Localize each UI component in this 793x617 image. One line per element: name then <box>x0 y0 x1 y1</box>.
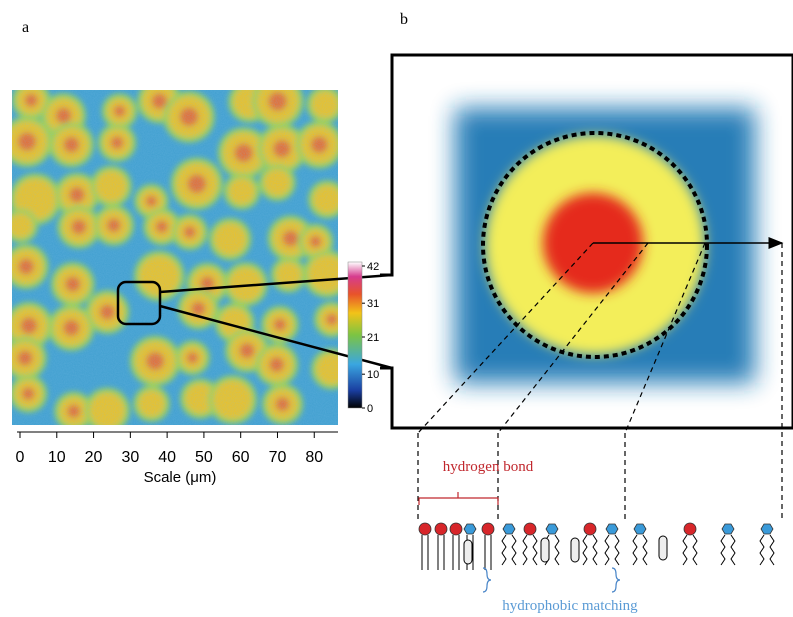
head <box>503 524 515 534</box>
colorbar-tick-label: 21 <box>367 332 379 344</box>
tail <box>683 535 697 565</box>
tail <box>583 535 597 565</box>
x-tick-label: 60 <box>232 449 250 466</box>
tail <box>438 535 444 570</box>
x-tick-label: 70 <box>269 449 287 466</box>
cholesterol <box>541 538 549 562</box>
tail <box>633 535 647 565</box>
colorbar-tick-label: 42 <box>367 261 379 273</box>
panel-label: b <box>400 11 408 28</box>
head <box>450 523 462 535</box>
colorbar <box>348 262 362 408</box>
x-tick-label: 20 <box>85 449 103 466</box>
head <box>464 524 476 534</box>
tail <box>721 535 735 565</box>
x-tick-label: 40 <box>158 449 176 466</box>
x-tick-label: 80 <box>305 449 323 466</box>
colorbar-tick-label: 31 <box>367 298 379 310</box>
cholesterol <box>571 538 579 562</box>
tail <box>523 535 537 565</box>
head <box>435 523 447 535</box>
cholesterol <box>659 536 667 560</box>
x-tick-label: 10 <box>48 449 66 466</box>
cholesterol <box>464 540 472 564</box>
head <box>722 524 734 534</box>
head <box>684 523 696 535</box>
head <box>546 524 558 534</box>
tail <box>605 535 619 565</box>
head <box>584 523 596 535</box>
head <box>634 524 646 534</box>
colorbar-tick-label: 0 <box>367 403 373 415</box>
x-tick-label: 0 <box>16 449 25 466</box>
colorbar-tick-label: 10 <box>367 369 379 381</box>
tail <box>422 535 428 570</box>
figure: a b 0 10 21 31 42 0 10 20 30 40 50 60 70 80 Scale (μ… <box>0 0 793 617</box>
tail <box>485 535 491 570</box>
head <box>419 523 431 535</box>
head <box>524 523 536 535</box>
tail <box>760 535 774 565</box>
annotation: hydrophobic matching <box>502 598 638 614</box>
head <box>606 524 618 534</box>
tail <box>502 535 516 565</box>
head <box>761 524 773 534</box>
x-axis-label: Scale (μm) <box>144 469 217 486</box>
x-tick-label: 30 <box>121 449 139 466</box>
tail <box>453 535 459 570</box>
annotation: hydrogen bond <box>443 459 534 475</box>
head <box>482 523 494 535</box>
panel-label: a <box>22 19 29 36</box>
x-tick-label: 50 <box>195 449 213 466</box>
heatmap <box>2 76 353 433</box>
